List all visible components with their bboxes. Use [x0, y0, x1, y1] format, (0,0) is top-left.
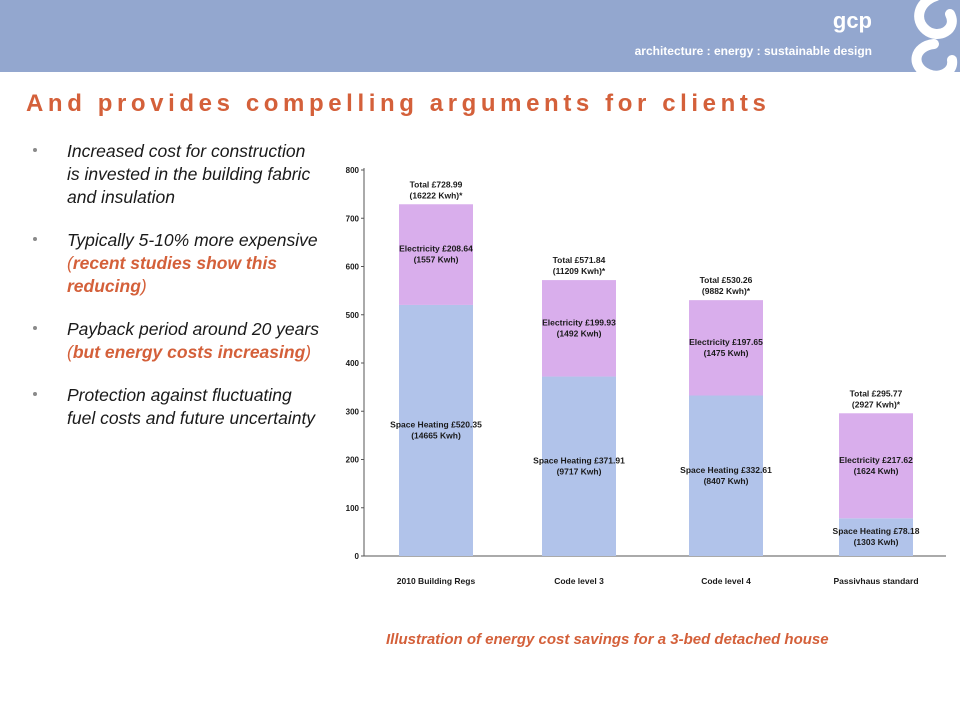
bullet-item: Increased cost for construction is inves… — [30, 140, 320, 209]
gcp-logo-icon — [911, 0, 958, 80]
bar-electricity — [839, 413, 913, 519]
bullet-text: Typically 5-10% more expensive — [67, 230, 318, 250]
chart-caption: Illustration of energy cost savings for … — [386, 631, 829, 648]
bar-space-heating — [839, 518, 913, 556]
electricity-label: Electricity £197.65 — [689, 337, 763, 347]
bar-electricity — [542, 280, 616, 377]
bullet-item: Protection against fluctuating fuel cost… — [30, 384, 320, 430]
bullet-note-text: recent studies show this reducing — [67, 253, 278, 296]
y-tick-label: 0 — [355, 552, 360, 561]
bullet-item: Typically 5-10% more expensive (recent s… — [30, 229, 320, 298]
bar-space-heating — [542, 376, 616, 556]
space-heating-label: Space Heating £371.91 — [533, 455, 625, 465]
bullet-text: Protection against fluctuating fuel cost… — [67, 385, 316, 428]
y-tick-label: 100 — [346, 504, 360, 513]
slide-title: And provides compelling arguments for cl… — [26, 90, 771, 117]
y-tick-label: 500 — [346, 311, 360, 320]
y-tick-label: 200 — [346, 456, 360, 465]
x-category-label: Passivhaus standard — [833, 576, 918, 586]
bar-electricity — [399, 204, 473, 305]
bullet-note: (recent studies show this reducing) — [67, 253, 278, 296]
electricity-label: Electricity £199.93 — [542, 317, 616, 327]
bullet-list: Increased cost for construction is inves… — [30, 140, 320, 450]
electricity-label: (1624 Kwh) — [854, 466, 899, 476]
total-label: (2927 Kwh)* — [852, 399, 901, 409]
space-heating-label: Space Heating £520.35 — [390, 419, 482, 429]
y-tick-label: 300 — [346, 407, 360, 416]
electricity-label: Electricity £217.62 — [839, 455, 913, 465]
bullet-note: (but energy costs increasing) — [67, 342, 312, 362]
electricity-label: (1557 Kwh) — [414, 255, 459, 265]
space-heating-label: Space Heating £78.18 — [833, 526, 920, 536]
brand-tagline: architecture : energy : sustainable desi… — [634, 44, 872, 58]
electricity-label: (1492 Kwh) — [557, 328, 602, 338]
bullet-dot — [33, 148, 37, 152]
total-label: (9882 Kwh)* — [702, 286, 751, 296]
y-tick-label: 600 — [346, 263, 360, 272]
y-tick-label: 800 — [346, 166, 360, 175]
bar-space-heating — [689, 395, 763, 556]
total-label: Total £530.26 — [700, 275, 753, 285]
electricity-label: (1475 Kwh) — [704, 348, 749, 358]
space-heating-label: (8407 Kwh) — [704, 476, 749, 486]
energy-cost-chart: 0 100 200 300 400 500 600 700 800 Space Heating £… — [346, 166, 946, 586]
space-heating-label: Space Heating £332.61 — [680, 465, 772, 475]
total-label: (11209 Kwh)* — [553, 266, 606, 276]
x-category-label: 2010 Building Regs — [397, 576, 476, 586]
y-tick-label: 700 — [346, 214, 360, 223]
bar-space-heating — [399, 304, 473, 556]
bullet-text: Payback period around 20 years — [67, 319, 319, 339]
bullet-dot — [33, 326, 37, 330]
header-band: gcp architecture : energy : sustainable … — [0, 0, 960, 80]
brand-name: gcp — [832, 8, 872, 33]
x-category-label: Code level 4 — [701, 576, 751, 586]
bullet-dot — [33, 237, 37, 241]
bullet-text: Increased cost for construction is inves… — [67, 141, 311, 207]
x-category-label: Code level 3 — [554, 576, 604, 586]
total-label: Total £571.84 — [553, 255, 606, 265]
total-label: Total £728.99 — [410, 179, 463, 189]
bar-electricity — [689, 300, 763, 396]
total-label: (16222 Kwh)* — [410, 190, 464, 200]
bullet-dot — [33, 392, 37, 396]
bullet-item: Payback period around 20 years (but ener… — [30, 318, 320, 364]
total-label: Total £295.77 — [850, 388, 903, 398]
space-heating-label: (14665 Kwh) — [411, 430, 461, 440]
bullet-note-text: but energy costs increasing — [72, 342, 306, 362]
electricity-label: Electricity £208.64 — [399, 244, 473, 254]
y-tick-label: 400 — [346, 359, 360, 368]
space-heating-label: (9717 Kwh) — [557, 466, 602, 476]
space-heating-label: (1303 Kwh) — [854, 537, 899, 547]
